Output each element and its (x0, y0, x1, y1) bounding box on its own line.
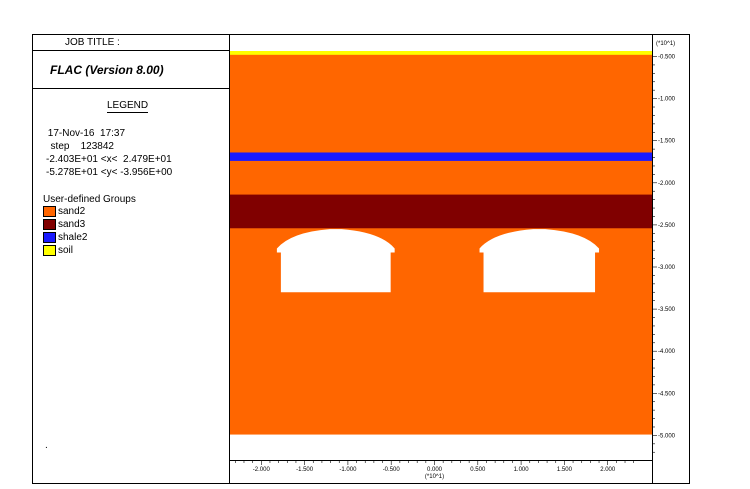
group-item-sand3: sand3 (43, 219, 85, 231)
y-tick-label: -1.000 (658, 97, 676, 103)
plot-frame: JOB TITLE : FLAC (Version 8.00) LEGEND 1… (32, 34, 690, 484)
legend-title: LEGEND (107, 100, 149, 113)
y-axis: (*10^1) -0.500 -1.000 -1.500 -2.000 -2.500 -3.… (652, 35, 690, 483)
legend-panel: JOB TITLE : FLAC (Version 8.00) LEGEND 1… (33, 35, 230, 483)
x-axis-svg: -2.000 -1.500 -1.000 -0.500 0.000 0.500 1.000 1… (235, 461, 634, 480)
group-label: shale2 (58, 232, 88, 243)
group-swatch (43, 245, 56, 256)
x-tick-label: -2.000 (253, 467, 271, 473)
y-tick-label: -0.500 (658, 55, 676, 61)
model-plot-svg (230, 51, 652, 435)
shale2-layer (230, 152, 652, 161)
x-tick-label: -1.000 (339, 467, 357, 473)
x-axis: -2.000 -1.500 -1.000 -0.500 0.000 0.500 1.000 1… (230, 460, 652, 483)
soil-layer (230, 51, 652, 55)
job-title: JOB TITLE : (33, 35, 229, 51)
y-tick-label: -1.500 (658, 139, 676, 145)
group-item-soil: soil (43, 245, 73, 257)
x-tick-label: 1.500 (557, 467, 573, 473)
info-y-range: -5.278E+01 <y< -3.956E+00 (46, 167, 173, 178)
y-tick-label: -5.000 (658, 433, 676, 439)
y-axis-svg: (*10^1) -0.500 -1.000 -1.500 -2.000 -2.500 -3.… (653, 41, 676, 453)
group-label: sand2 (58, 206, 86, 217)
y-axis-multiplier: (*10^1) (656, 41, 675, 47)
group-label: sand3 (58, 219, 86, 230)
info-date: 17-Nov-16 17:37 (45, 128, 126, 139)
group-swatch (43, 219, 56, 230)
x-tick-label: -0.500 (383, 467, 401, 473)
x-tick-label: -1.500 (296, 467, 314, 473)
y-tick-label: -4.500 (658, 391, 676, 397)
info-step: step 123842 (45, 141, 114, 152)
y-tick-label: -2.000 (658, 181, 676, 187)
groups-title: User-defined Groups (43, 194, 136, 205)
opening-2 (479, 229, 600, 293)
y-tick-label: -4.000 (658, 349, 676, 355)
group-item-shale2: shale2 (43, 232, 87, 244)
x-tick-label: 0.500 (470, 467, 486, 473)
model-plot (230, 51, 652, 460)
x-tick-label: 1.000 (514, 467, 530, 473)
y-tick-label: -3.000 (658, 265, 676, 271)
y-tick-label: -3.500 (658, 307, 676, 313)
dot-mark: . (45, 440, 48, 451)
group-label: soil (58, 245, 74, 256)
group-item-sand2: sand2 (43, 206, 85, 218)
group-swatch (43, 232, 56, 243)
sand3-layer (230, 194, 652, 229)
y-tick-label: -2.500 (658, 223, 676, 229)
info-x-range: -2.403E+01 <x< 2.479E+01 (46, 154, 172, 165)
x-tick-label: 2.000 (600, 467, 616, 473)
x-tick-label: 0.000 (427, 467, 443, 473)
opening-1 (276, 229, 395, 293)
group-swatch (43, 206, 56, 217)
x-axis-multiplier: (*10^1) (425, 474, 444, 480)
program-name: FLAC (Version 8.00) (33, 51, 229, 89)
